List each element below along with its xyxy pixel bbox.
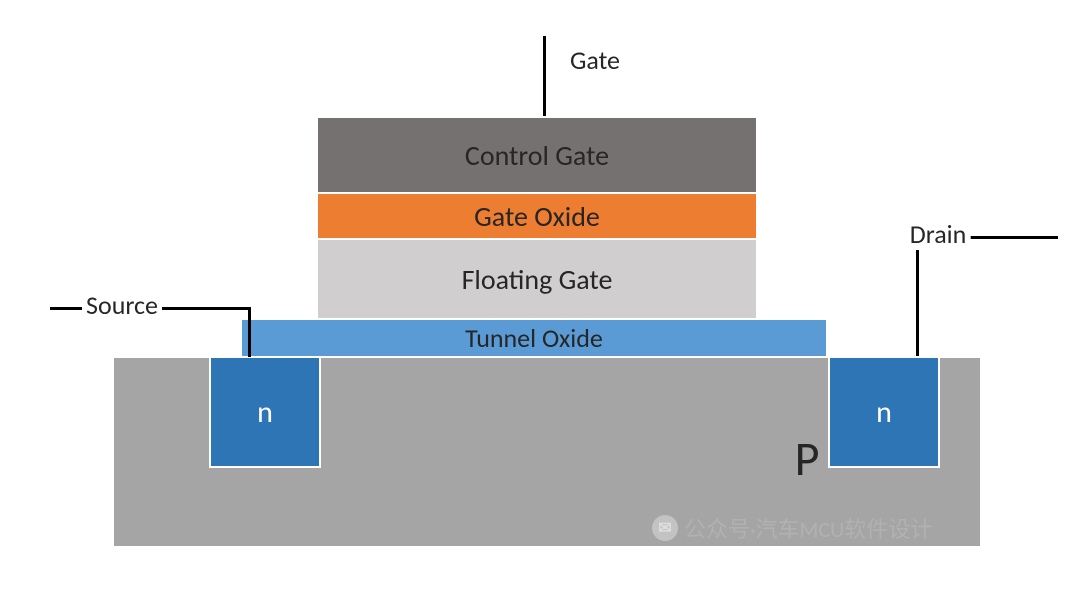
diagram-stage: { "diagram": { "type": "infographic", "b… <box>0 0 1080 601</box>
n-drain-label: n <box>876 394 892 431</box>
wechat-icon: ✉ <box>652 515 678 541</box>
gate-oxide-layer: Gate Oxide <box>316 192 758 240</box>
source-lead-vertical <box>248 307 251 357</box>
control-gate-label: Control Gate <box>465 138 609 173</box>
floating-gate-label: Floating Gate <box>462 262 613 297</box>
n-source-well: n <box>209 356 321 468</box>
gate-terminal-label: Gate <box>566 44 624 76</box>
tunnel-oxide-label: Tunnel Oxide <box>465 322 603 354</box>
source-terminal-label: Source <box>82 289 162 321</box>
floating-gate-layer: Floating Gate <box>316 238 758 320</box>
drain-lead-vertical <box>916 236 919 356</box>
watermark-text: 公众号·汽车MCU软件设计 <box>684 512 932 544</box>
control-gate-layer: Control Gate <box>316 116 758 194</box>
gate-lead-vertical <box>543 36 546 116</box>
gate-oxide-label: Gate Oxide <box>474 199 600 234</box>
drain-terminal-label: Drain <box>906 218 971 250</box>
n-source-label: n <box>257 394 273 431</box>
watermark: ✉ 公众号·汽车MCU软件设计 <box>652 512 932 544</box>
n-drain-well: n <box>828 356 940 468</box>
tunnel-oxide-layer: Tunnel Oxide <box>240 318 828 358</box>
substrate-label: P <box>795 429 820 488</box>
